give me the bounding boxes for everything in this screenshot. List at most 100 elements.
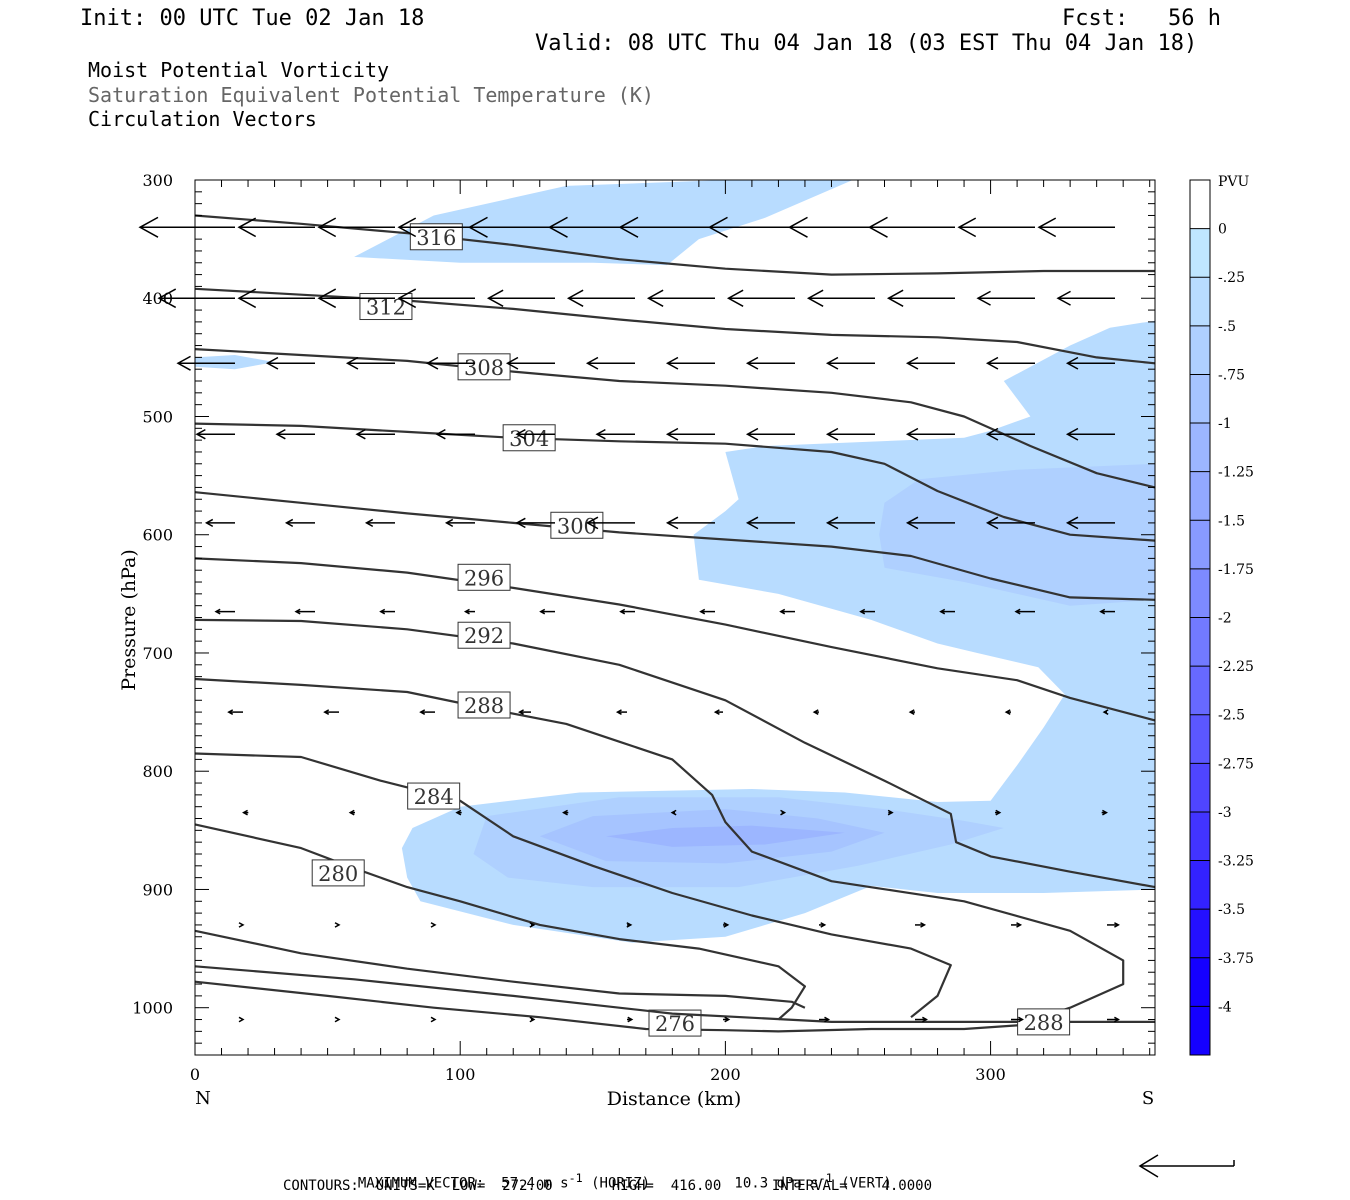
vector-1-4 [486,289,555,307]
colorbar-label-16: -4 [1218,999,1232,1015]
x-tick-label-300: 300 [975,1065,1006,1084]
vector-0-8 [787,216,875,238]
vector-9-6 [819,1016,831,1023]
vector-8-0 [238,922,245,928]
colorbar-label-7: -1.75 [1218,562,1254,578]
vector-5-11 [1099,608,1115,615]
vector-7-6 [887,809,894,816]
colorbar-bin-11 [1190,714,1210,764]
theta-label-308-2: 308 [464,356,504,380]
y-tick-label-800: 800 [142,762,173,781]
vector-0-3 [397,217,475,238]
vector-3-1 [275,428,315,440]
vector-9-9 [1107,1016,1120,1023]
colorbar-label-4: -1 [1218,416,1232,432]
theta-label-box-288-11 [1017,1008,1071,1036]
vector-9-7 [915,1016,928,1023]
theta-contour-296-5 [194,557,1156,722]
theta-label-276-10: 276 [655,1012,695,1036]
colorbar-bin-7 [1190,520,1210,569]
colorbar-bin-15 [1190,909,1210,958]
vector-3-11 [1065,427,1115,441]
vector-0-4 [467,216,555,238]
colorbar-bin-3 [1190,325,1210,375]
colorbar-bin-0 [1190,180,1210,229]
field-moist-pv: Moist Potential Vorticity [88,58,390,82]
theta-label-box-280-9 [311,859,365,887]
vector-1-3 [397,288,475,309]
vector-7-8 [1101,809,1108,816]
colorbar-bin-2 [1190,277,1210,326]
vector-7-2 [455,809,462,816]
y-tick-label-1000: 1000 [132,999,173,1018]
vector-2-9 [905,356,955,370]
colorbar-bin-14 [1190,860,1210,910]
contours-info: CONTOURS: UNITS=K LOW= 272.00 HIGH= 416.… [283,1178,933,1194]
vector-2-11 [1065,356,1115,370]
vector-6-9 [1102,709,1109,715]
vector-4-9 [905,516,955,530]
vector-2-0 [176,355,235,371]
vector-0-2 [317,217,395,238]
colorbar-label-13: -3.25 [1218,854,1254,870]
vector-0-10 [957,217,1035,238]
vector-7-0 [242,809,249,816]
vector-8-7 [915,922,927,928]
theta-contour-312-1 [194,287,1156,365]
x-end-label-left: N [195,1088,211,1109]
y-tick-label-300: 300 [142,171,173,190]
vector-3-2 [355,428,395,440]
max-vector-vert-value: 10.3 [734,1175,769,1192]
theta-label-box-316-0 [409,223,463,251]
vector-9-3 [529,1016,536,1023]
vector-0-9 [867,216,955,238]
vector-9-5 [723,1016,731,1023]
vector-7-7 [995,809,1002,816]
vector-6-8 [1004,709,1011,715]
colorbar-label-14: -3.5 [1218,902,1245,918]
vector-2-4 [505,356,555,370]
vector-8-4 [626,922,633,928]
vector-7-5 [780,809,787,816]
vector-1-1 [237,288,315,309]
vector-7-4 [670,809,677,816]
vector-4-2 [364,518,395,528]
vector-4-3 [444,518,475,528]
vector-3-10 [985,427,1035,441]
theta-contour-284-8 [194,752,952,1019]
pv-region-0 [354,180,853,266]
colorbar-label-9: -2.25 [1218,659,1254,675]
y-tick-label-500: 500 [142,407,173,426]
vector-8-9 [1107,922,1120,928]
vector-1-8 [806,289,875,307]
vector-1-2 [317,288,395,309]
vector-4-8 [825,516,875,530]
x-tick-label-200: 200 [710,1065,741,1084]
colorbar-bin-5 [1190,423,1210,472]
theta-label-288-7: 288 [464,694,504,718]
max-vector-horiz-tag: (HORIZ) [591,1175,651,1192]
theta-label-box-308-2 [457,353,511,381]
colorbar-bin-16 [1190,957,1210,1007]
y-tick-label-700: 700 [142,644,173,663]
theta-label-box-284-8 [407,782,461,810]
colorbar-bin-17 [1190,1006,1210,1055]
pv-colorbar: 0 -.25 -.5 -.75 -1 -1.25 -1.5 -1.75 -2 -2.25 -2.5 -… [1189,179,1254,1056]
theta-label-box-296-5 [457,563,511,591]
theta-contour-304-3 [194,422,1156,542]
vector-2-5 [585,356,635,370]
vector-5-8 [859,608,875,615]
x-tick-label-0: 0 [190,1065,200,1084]
colorbar-bin-10 [1190,666,1210,715]
vector-4-10 [985,516,1035,530]
vector-4-4 [515,517,555,529]
vector-6-2 [419,709,435,715]
colorbar-bin-8 [1190,568,1210,618]
colorbar-bin-6 [1190,471,1210,521]
vector-1-9 [886,289,955,307]
vector-9-1 [334,1016,341,1023]
vector-6-1 [323,709,339,715]
theta-label-box-300-4 [550,511,604,539]
vector-3-6 [665,427,715,441]
vector-0-1 [237,217,315,238]
